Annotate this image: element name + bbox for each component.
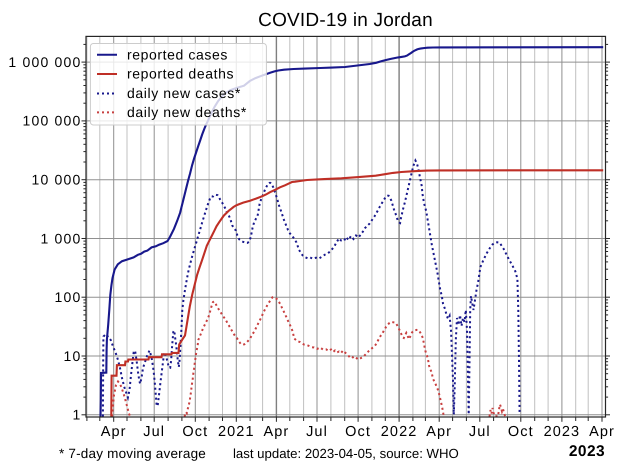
svg-text:1 000: 1 000 xyxy=(40,230,81,246)
svg-text:10: 10 xyxy=(64,348,82,364)
svg-text:Apr: Apr xyxy=(101,424,127,440)
svg-text:Jul: Jul xyxy=(469,424,491,440)
svg-text:2023: 2023 xyxy=(569,443,605,460)
svg-text:100: 100 xyxy=(55,289,82,305)
svg-text:2021: 2021 xyxy=(218,424,255,440)
svg-text:Oct: Oct xyxy=(508,424,534,440)
svg-text:last update: 2023-04-05, sourc: last update: 2023-04-05, source: WHO xyxy=(233,446,459,461)
svg-text:1 000 000: 1 000 000 xyxy=(8,54,81,70)
svg-text:1: 1 xyxy=(73,407,82,423)
svg-text:reported cases: reported cases xyxy=(127,46,228,62)
svg-text:Apr: Apr xyxy=(426,424,452,440)
svg-text:Oct: Oct xyxy=(345,424,371,440)
svg-text:100 000: 100 000 xyxy=(22,113,81,129)
svg-text:daily new deaths*: daily new deaths* xyxy=(127,104,247,120)
svg-text:10 000: 10 000 xyxy=(31,172,81,188)
svg-text:2023: 2023 xyxy=(544,424,581,440)
svg-text:Oct: Oct xyxy=(182,424,208,440)
svg-text:Apr: Apr xyxy=(263,424,289,440)
svg-text:Apr: Apr xyxy=(589,424,615,440)
svg-text:2022: 2022 xyxy=(381,424,418,440)
svg-text:Jul: Jul xyxy=(306,424,328,440)
svg-text:* 7-day moving average: * 7-day moving average xyxy=(59,446,206,461)
svg-text:daily new cases*: daily new cases* xyxy=(127,85,241,101)
svg-text:reported deaths: reported deaths xyxy=(127,66,234,82)
svg-text:COVID-19 in Jordan: COVID-19 in Jordan xyxy=(258,10,433,31)
svg-text:Jul: Jul xyxy=(143,424,165,440)
